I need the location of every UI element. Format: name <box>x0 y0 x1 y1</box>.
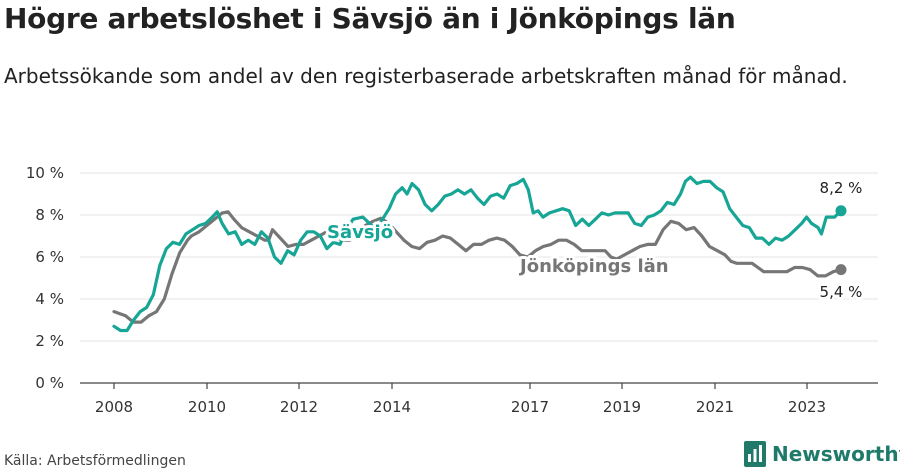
y-tick-label: 0 % <box>35 374 64 392</box>
brand-name: Newsworthy <box>772 442 900 466</box>
series-end-point-jonkopings-lan <box>835 264 847 276</box>
series-end-point-savsjo <box>835 205 847 217</box>
y-tick-label: 4 % <box>35 290 64 308</box>
end-value-savsjo: 8,2 % <box>820 179 863 197</box>
x-tick-label: 2017 <box>511 398 549 416</box>
series-label-savsjo: Sävsjö <box>327 222 393 243</box>
series-layer <box>112 175 847 333</box>
x-tick-label: 2012 <box>280 398 318 416</box>
x-tick-label: 2008 <box>95 398 133 416</box>
x-tick-label: 2021 <box>696 398 734 416</box>
y-tick-label: 10 % <box>26 164 64 182</box>
x-tick-label: 2010 <box>188 398 226 416</box>
series-label-savsjo-halo: Sävsjö <box>327 222 393 243</box>
chart-title: Högre arbetslöshet i Sävsjö än i Jönköpi… <box>4 2 736 35</box>
source-note: Källa: Arbetsförmedlingen <box>4 453 186 469</box>
x-tick-label: 2023 <box>788 398 826 416</box>
end-value-jonkopings-lan-halo: 5,4 % <box>820 283 863 301</box>
y-tick-label: 2 % <box>35 332 64 350</box>
axes: 0 % 2 % 4 % 6 % 8 % 10 % 2008 2010 2012 2014 2017 2… <box>26 164 878 416</box>
x-tick-label: 2014 <box>373 398 411 416</box>
series-label-jonkopings-lan-halo: Jönköpings län <box>518 256 669 277</box>
end-value-savsjo-halo: 8,2 % <box>820 179 863 197</box>
y-tick-label: 8 % <box>35 206 64 224</box>
series-line-savsjo <box>112 175 843 333</box>
y-tick-label: 6 % <box>35 248 64 266</box>
series-line-jonkopings-lan <box>112 210 843 324</box>
newsworthy-logo-icon <box>744 441 766 467</box>
brand-logo[interactable]: Newsworthy <box>744 441 900 467</box>
x-tick-label: 2019 <box>603 398 641 416</box>
end-value-jonkopings-lan: 5,4 % <box>820 283 863 301</box>
chart-subtitle: Arbetssökande som andel av den registerb… <box>4 64 848 88</box>
series-label-jonkopings-lan: Jönköpings län <box>518 256 669 277</box>
